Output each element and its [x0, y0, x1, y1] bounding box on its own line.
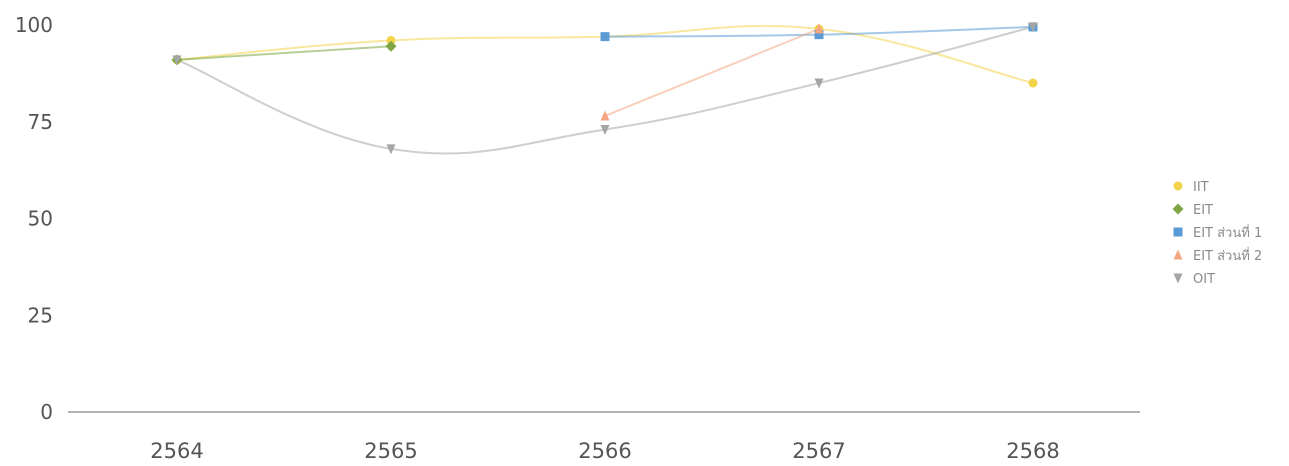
legend-label: OIT: [1193, 272, 1215, 287]
x-tick-label: 2565: [364, 439, 417, 463]
y-tick-label: 50: [28, 207, 53, 231]
y-tick-label: 75: [28, 110, 53, 134]
data-point: [172, 55, 182, 66]
data-point: [600, 124, 610, 135]
data-point: [1028, 22, 1038, 33]
legend-marker: [1173, 181, 1183, 191]
x-tick-label: 2568: [1006, 439, 1059, 463]
series-line: [604, 27, 820, 117]
data-point: [386, 144, 396, 155]
x-tick-label: 2566: [578, 439, 631, 463]
legend-marker: [1173, 273, 1183, 284]
data-point: [600, 110, 610, 121]
data-point: [814, 78, 824, 89]
x-axis: 2564 2565 2566 2567 2568: [68, 411, 1140, 463]
legend-item: IIT: [1173, 180, 1209, 195]
legend-item: OIT: [1173, 272, 1215, 287]
legend-item: EIT: [1172, 203, 1213, 218]
legend-label: EIT ส่วนที่ 1: [1193, 224, 1262, 241]
legend-label: IIT: [1193, 180, 1209, 195]
series-line: [176, 45, 392, 61]
x-tick-label: 2564: [150, 439, 203, 463]
data-point: [814, 23, 824, 34]
y-tick-label: 0: [40, 400, 53, 424]
legend-item: EIT ส่วนที่ 2: [1173, 247, 1262, 264]
legend-marker: [1173, 227, 1183, 237]
y-tick-label: 100: [15, 13, 53, 37]
data-point: [386, 35, 396, 45]
data-point: [1028, 78, 1038, 88]
data-point: [814, 30, 824, 40]
data-point: [600, 32, 610, 42]
legend-item: EIT ส่วนที่ 1: [1173, 224, 1262, 241]
series-points: [171, 22, 1038, 155]
y-axis-ticks: 0 25 50 75 100: [15, 13, 53, 424]
legend: IIT EIT EIT ส่วนที่ 1 EIT ส่วนที่ 2 OIT: [1172, 180, 1262, 287]
y-tick-label: 25: [28, 303, 53, 327]
x-tick-label: 2567: [792, 439, 845, 463]
legend-marker: [1172, 203, 1184, 215]
legend-label: EIT: [1193, 203, 1213, 218]
data-point: [385, 40, 397, 52]
legend-label: EIT ส่วนที่ 2: [1193, 247, 1262, 264]
legend-marker: [1173, 249, 1183, 260]
